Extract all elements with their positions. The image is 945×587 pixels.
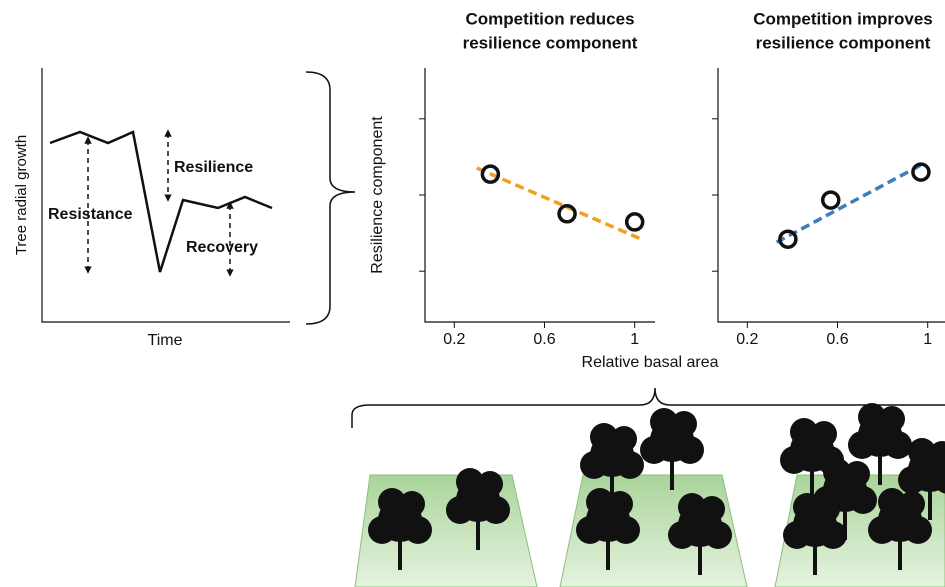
- point: [820, 190, 841, 210]
- point: [557, 204, 577, 224]
- label: Recovery: [186, 239, 258, 256]
- label: Resilience: [174, 159, 253, 176]
- point: [480, 164, 501, 184]
- chart-title: Competition improves: [753, 9, 932, 28]
- x-axis-label: Relative basal area: [582, 354, 719, 371]
- x-axis-label: Time: [148, 332, 183, 349]
- fit-line: [476, 166, 645, 242]
- chart-title: Competition reduces: [465, 9, 634, 28]
- x-tick-label: 1: [923, 331, 932, 348]
- axis: [717, 68, 945, 323]
- x-tick-label: 1: [630, 331, 639, 348]
- point: [778, 229, 798, 249]
- x-tick-label: 0.2: [443, 331, 465, 348]
- schematic: [41, 68, 945, 428]
- x-tick-label: 0.6: [533, 331, 555, 348]
- y-axis-label: Resilience component: [369, 116, 386, 274]
- x-tick-label: 0.6: [826, 331, 848, 348]
- point: [624, 212, 645, 232]
- chart-title: resilience component: [756, 33, 931, 52]
- axis: [424, 68, 655, 323]
- chart-title: resilience component: [463, 33, 638, 52]
- label: Resistance: [48, 206, 133, 223]
- x-tick-label: 0.2: [736, 331, 758, 348]
- point: [911, 162, 931, 182]
- fit-line: [775, 163, 922, 244]
- y-axis-label: Tree radial growth: [13, 135, 30, 255]
- forest-stands: [354, 403, 945, 587]
